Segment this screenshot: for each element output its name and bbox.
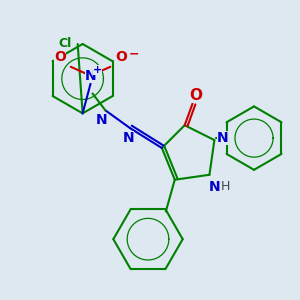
Text: O: O	[189, 88, 202, 103]
Text: Cl: Cl	[58, 38, 71, 50]
Text: −: −	[129, 47, 140, 60]
Text: N: N	[85, 69, 96, 83]
Text: O: O	[54, 50, 66, 64]
Text: N: N	[96, 113, 107, 127]
Text: N: N	[217, 131, 228, 145]
Text: O: O	[115, 50, 127, 64]
Text: H: H	[220, 180, 230, 193]
Text: N: N	[122, 131, 134, 145]
Text: N: N	[208, 180, 220, 194]
Text: +: +	[93, 65, 102, 75]
